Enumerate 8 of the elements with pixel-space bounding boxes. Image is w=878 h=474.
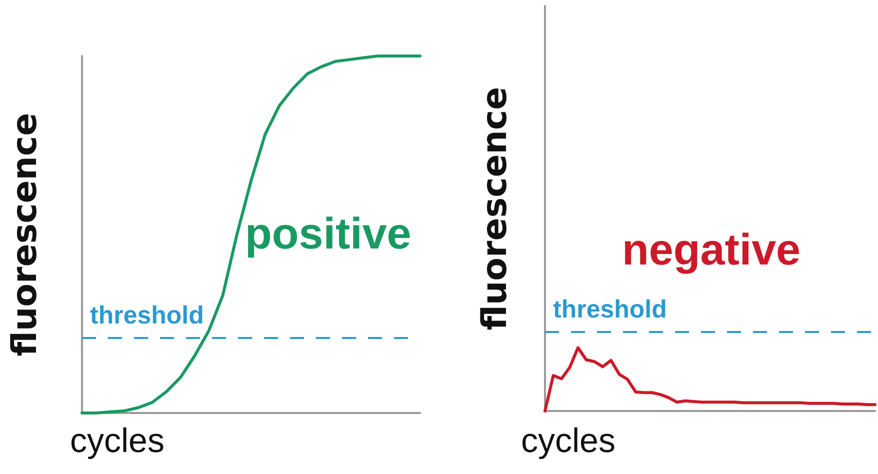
text: negative xyxy=(622,226,801,274)
x-axis-title: cycles xyxy=(70,422,164,460)
x-axis-title: cycles xyxy=(521,422,616,460)
annotation: positive xyxy=(245,210,412,258)
ref-line-label: threshold xyxy=(90,302,204,330)
y-axis-title: fluorescence xyxy=(475,86,515,330)
y-axis-title: fluorescence xyxy=(5,112,45,356)
ref-line-label: threshold xyxy=(553,295,667,324)
